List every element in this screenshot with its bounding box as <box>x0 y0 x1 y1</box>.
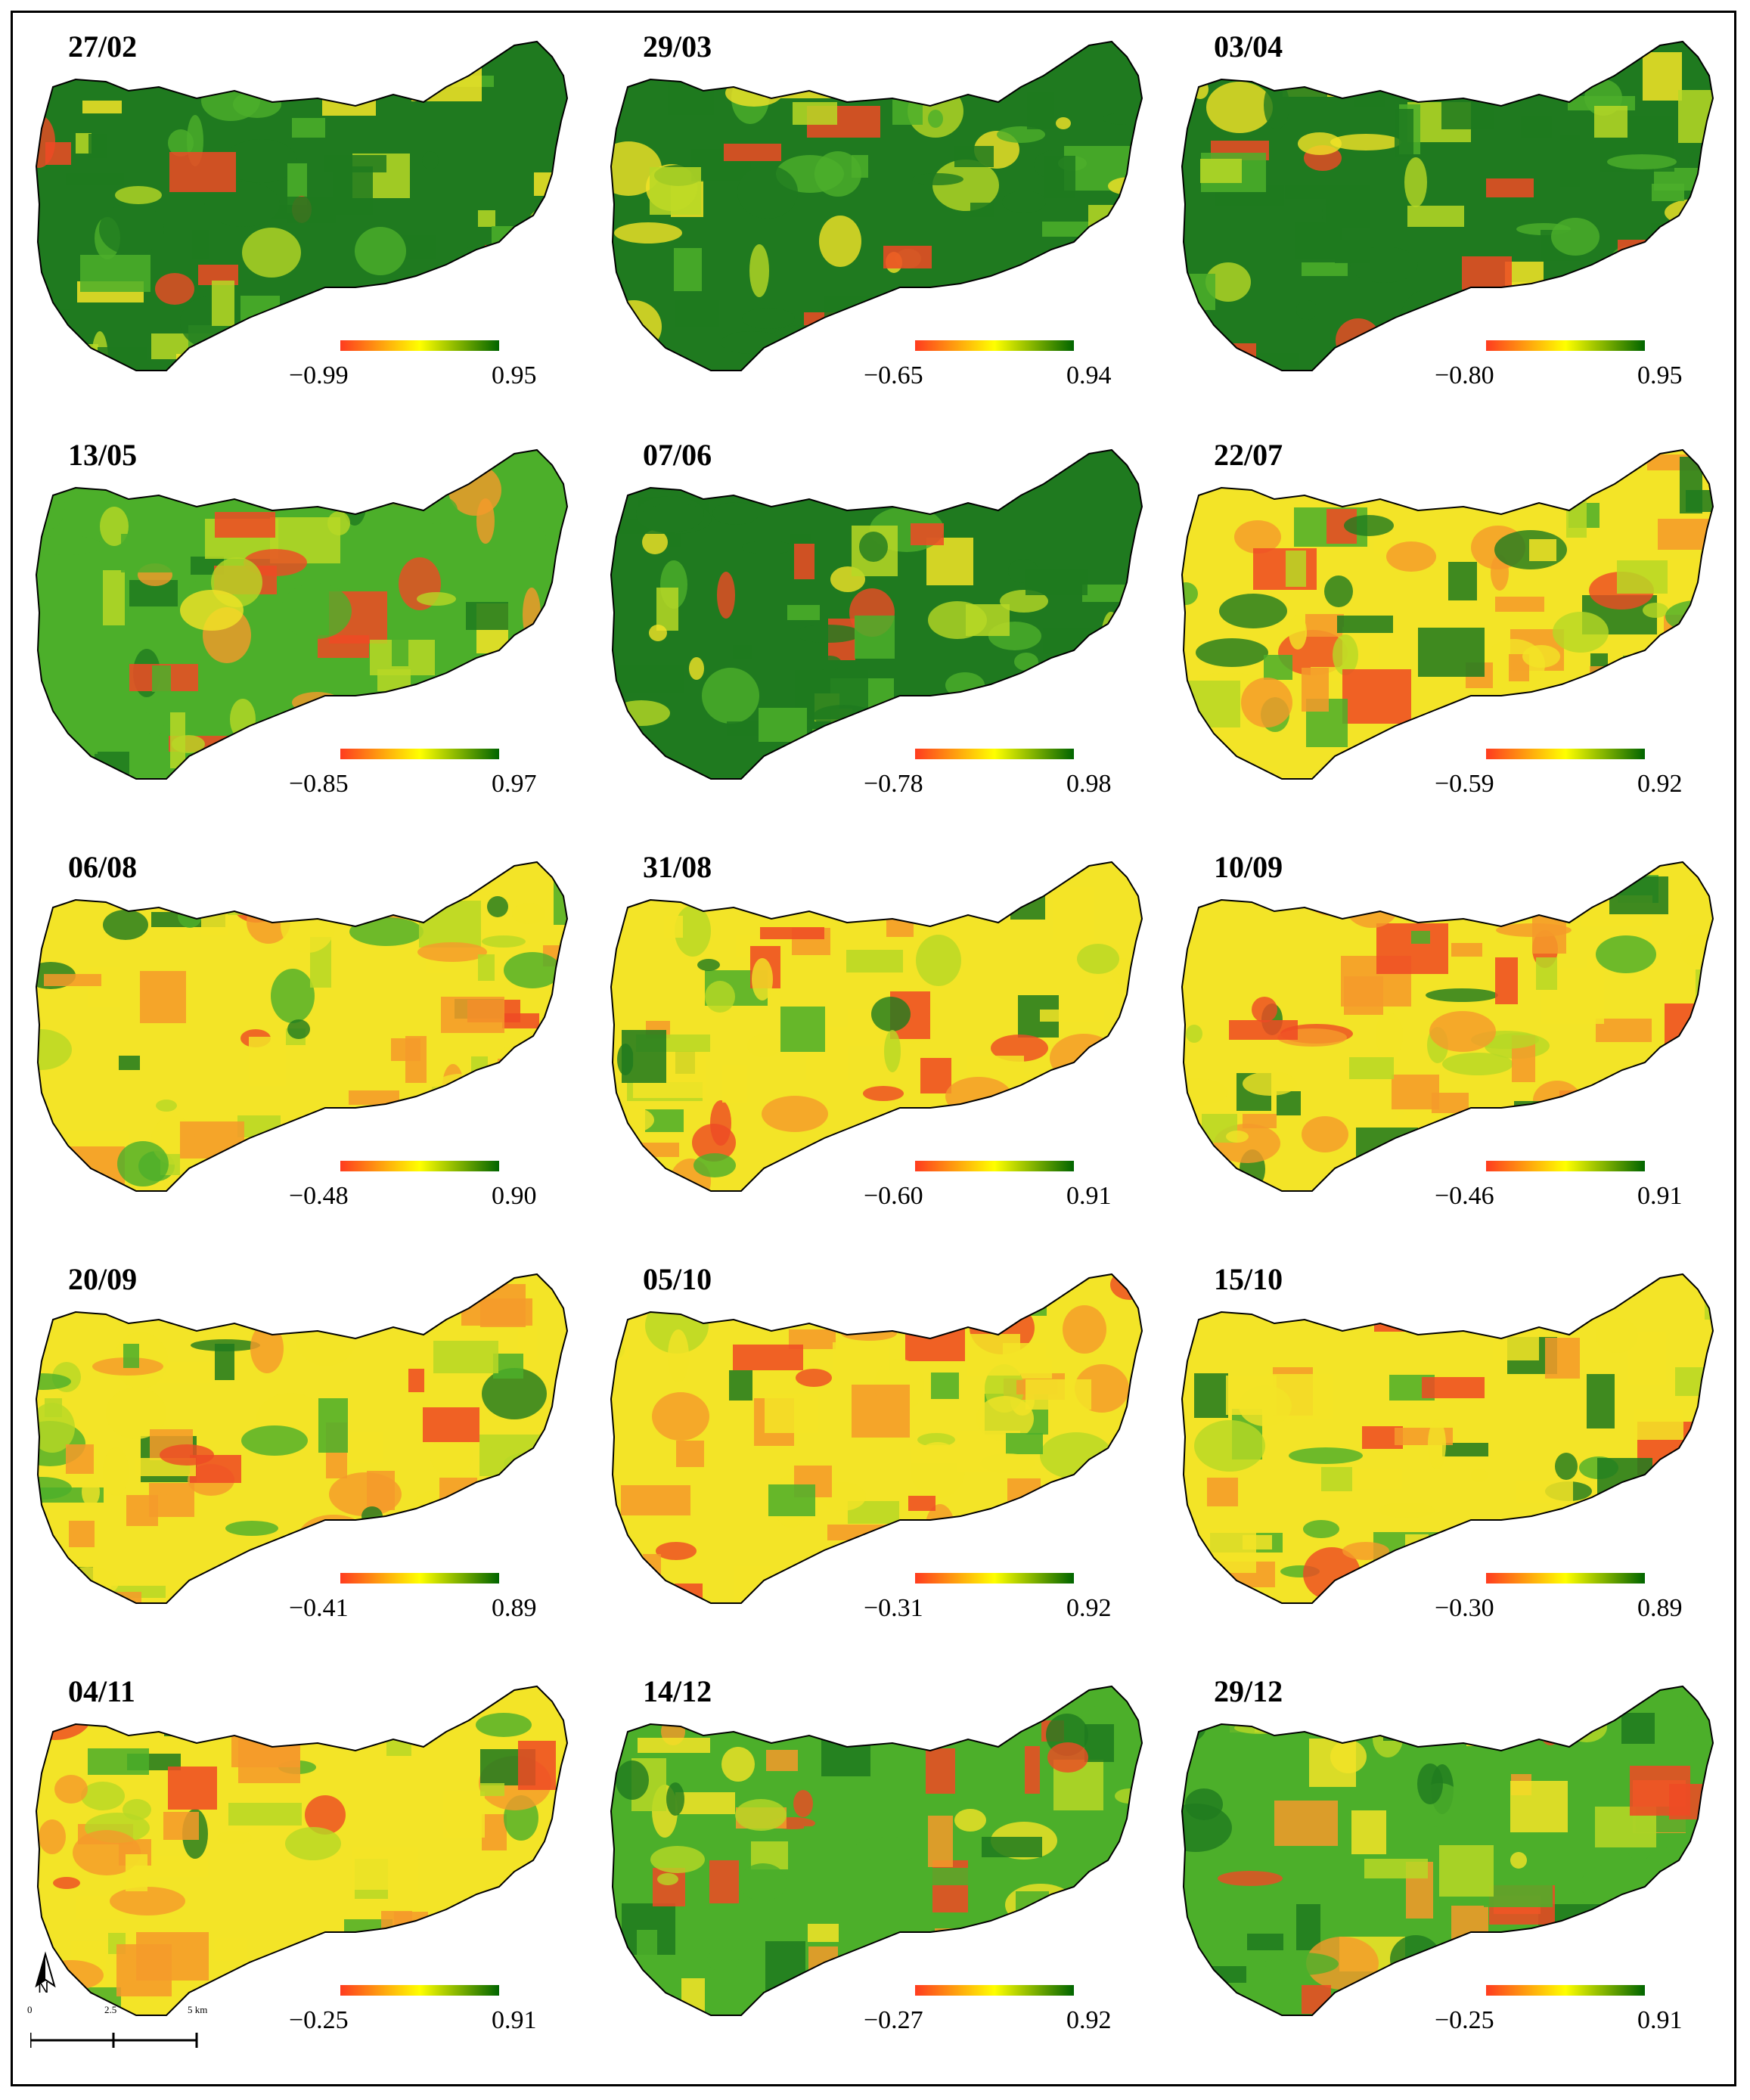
color-ramp <box>340 749 499 759</box>
legend-min: −0.80 <box>1435 361 1494 389</box>
map-panel: 06/08 −0.48 0.90 <box>23 836 582 1244</box>
legend-max: 0.94 <box>1066 361 1112 389</box>
legend-min: −0.30 <box>1435 1594 1494 1622</box>
color-ramp <box>1486 1985 1645 1996</box>
ndvi-map <box>610 861 1143 1192</box>
color-ramp <box>1486 340 1645 351</box>
color-ramp <box>915 340 1074 351</box>
ndvi-map <box>1181 40 1714 371</box>
color-ramp <box>340 1573 499 1584</box>
legend-min: −0.41 <box>289 1594 349 1622</box>
map-panel: 13/05 −0.85 0.97 <box>23 423 582 832</box>
panel-date: 06/08 <box>68 850 138 884</box>
map-panel: 29/12 −0.25 0.91 <box>1168 1660 1728 2068</box>
legend-min: −0.48 <box>289 1182 349 1210</box>
north-label: N <box>38 1980 49 1996</box>
map-panel: 10/09 −0.46 0.91 <box>1168 836 1728 1244</box>
ndvi-map <box>1181 448 1714 780</box>
legend-min: −0.46 <box>1435 1182 1494 1210</box>
legend-max: 0.89 <box>492 1594 537 1622</box>
panel-date: 15/10 <box>1214 1262 1283 1296</box>
map-panel: 20/09 −0.41 0.89 <box>23 1248 582 1656</box>
legend-min: −0.60 <box>864 1182 923 1210</box>
legend-min: −0.85 <box>289 770 349 798</box>
map-panel: 31/08 −0.60 0.91 <box>597 836 1157 1244</box>
ndvi-map <box>610 1273 1143 1604</box>
map-panel: 29/03 −0.65 0.94 <box>597 15 1157 423</box>
color-ramp <box>915 749 1074 759</box>
color-ramp <box>915 1573 1074 1584</box>
color-ramp <box>1486 1573 1645 1584</box>
legend-max: 0.91 <box>1066 1182 1112 1210</box>
color-ramp <box>915 1985 1074 1996</box>
map-panel: 14/12 −0.27 0.92 <box>597 1660 1157 2068</box>
panel-date: 14/12 <box>643 1674 712 1708</box>
legend-max: 0.92 <box>1637 770 1683 798</box>
ndvi-map <box>35 448 569 780</box>
panel-date: 31/08 <box>643 850 712 884</box>
panel-date: 07/06 <box>643 438 712 472</box>
ndvi-map <box>610 448 1143 780</box>
panel-date: 22/07 <box>1214 438 1283 472</box>
legend-min: −0.25 <box>289 2006 349 2034</box>
legend-max: 0.91 <box>492 2006 537 2034</box>
legend-max: 0.92 <box>1066 2006 1112 2034</box>
ndvi-map <box>1181 861 1714 1192</box>
legend-max: 0.92 <box>1066 1594 1112 1622</box>
panel-date: 10/09 <box>1214 850 1283 884</box>
panel-date: 13/05 <box>68 438 138 472</box>
legend-min: −0.27 <box>864 2006 923 2034</box>
panel-date: 29/03 <box>643 29 712 64</box>
legend-max: 0.91 <box>1637 2006 1683 2034</box>
ndvi-map <box>610 40 1143 371</box>
map-frame <box>11 11 1736 2086</box>
map-panel: 07/06 −0.78 0.98 <box>597 423 1157 832</box>
scale-label-2-5: 2.5 <box>104 2004 117 2015</box>
color-ramp <box>1486 1161 1645 1171</box>
legend-min: −0.59 <box>1435 770 1494 798</box>
map-panel: 03/04 −0.80 0.95 <box>1168 15 1728 423</box>
panel-date: 29/12 <box>1214 1674 1283 1708</box>
legend-max: 0.97 <box>492 770 537 798</box>
scale-label-5km: 5 km <box>188 2004 208 2015</box>
map-panel: 27/02 −0.99 0.95 <box>23 15 582 423</box>
panel-date: 04/11 <box>68 1674 135 1708</box>
panel-date: 20/09 <box>68 1262 138 1296</box>
color-ramp <box>1486 749 1645 759</box>
scale-label-0: 0 <box>27 2004 33 2015</box>
ndvi-map <box>35 40 569 371</box>
color-ramp <box>915 1161 1074 1171</box>
legend-min: −0.65 <box>864 361 923 389</box>
legend-min: −0.99 <box>289 361 349 389</box>
legend-min: −0.78 <box>864 770 923 798</box>
map-panel: 05/10 −0.31 0.92 <box>597 1248 1157 1656</box>
legend-max: 0.98 <box>1066 770 1112 798</box>
color-ramp <box>340 1161 499 1171</box>
panel-date: 03/04 <box>1214 29 1283 64</box>
ndvi-map <box>35 1685 569 2016</box>
panel-date: 05/10 <box>643 1262 712 1296</box>
legend-max: 0.90 <box>492 1182 537 1210</box>
map-panel: 22/07 −0.59 0.92 <box>1168 423 1728 832</box>
ndvi-map <box>610 1685 1143 2016</box>
ndvi-map <box>35 861 569 1192</box>
legend-max: 0.95 <box>1637 361 1683 389</box>
map-panel: 04/11 −0.25 0.91 <box>23 1660 582 2068</box>
map-panel: 15/10 −0.30 0.89 <box>1168 1248 1728 1656</box>
legend-max: 0.89 <box>1637 1594 1683 1622</box>
legend-min: −0.25 <box>1435 2006 1494 2034</box>
north-arrow-icon <box>35 1951 56 1988</box>
scale-bar <box>30 2033 198 2048</box>
legend-min: −0.31 <box>864 1594 923 1622</box>
legend-max: 0.95 <box>492 361 537 389</box>
ndvi-map <box>35 1273 569 1604</box>
color-ramp <box>340 1985 499 1996</box>
panel-date: 27/02 <box>68 29 138 64</box>
legend-max: 0.91 <box>1637 1182 1683 1210</box>
ndvi-map <box>1181 1685 1714 2016</box>
color-ramp <box>340 340 499 351</box>
